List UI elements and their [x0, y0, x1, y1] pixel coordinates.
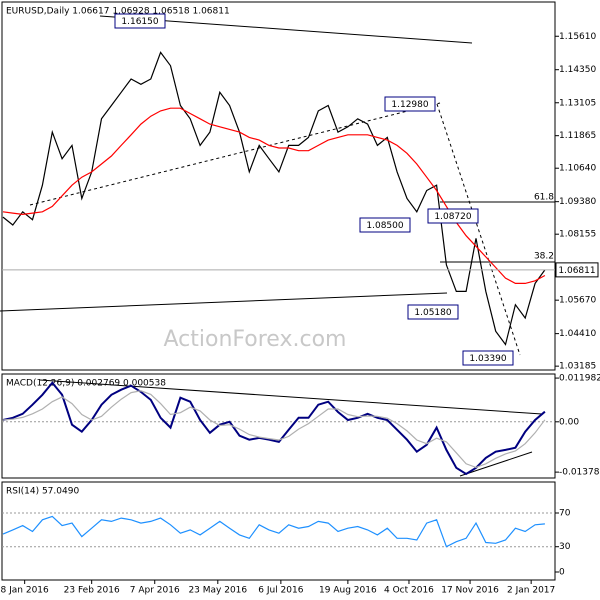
- annotation: 1.03390: [469, 354, 506, 364]
- trend-line: [29, 102, 441, 206]
- x-tick-label: 23 May 2016: [188, 586, 247, 596]
- y-tick-label: 70: [559, 509, 571, 519]
- trend-line: [39, 379, 543, 415]
- annotation-box: [427, 208, 479, 224]
- y-tick-label: 1.03185: [559, 362, 596, 372]
- series-line: [2, 515, 545, 548]
- trend-line: [0, 292, 448, 312]
- panel-frame: [1, 373, 556, 479]
- annotation-box: [384, 96, 436, 112]
- last-price-label: 1.06811: [558, 266, 595, 276]
- watermark: ActionForex.com: [164, 327, 347, 352]
- annotation-box: [114, 13, 166, 29]
- x-tick-label: 2 Jan 2017: [507, 586, 555, 596]
- y-tick-label: 1.10640: [559, 164, 596, 174]
- series-line: [2, 390, 546, 469]
- panel-frame: [1, 481, 556, 581]
- annotation-box: [462, 350, 514, 366]
- y-tick-label: 1.14350: [559, 65, 596, 75]
- annotation: 1.05180: [414, 308, 451, 318]
- y-tick-label: 0.011982: [559, 374, 600, 384]
- fib-label: 61.8: [534, 193, 554, 203]
- x-tick-label: 17 Nov 2016: [441, 586, 499, 596]
- annotation-box: [407, 304, 459, 320]
- y-tick-label: -0.013788: [559, 468, 600, 478]
- last-price-box: [555, 262, 599, 278]
- x-tick-label: 8 Jan 2016: [1, 586, 49, 596]
- annotation: 1.12980: [391, 100, 428, 110]
- y-tick-label: 1.09380: [559, 197, 596, 207]
- annotation: 1.16150: [121, 17, 158, 27]
- panel-title: RSI(14) 57.0490: [6, 487, 79, 497]
- x-tick-label: 6 Jul 2016: [258, 586, 303, 596]
- x-tick-label: 19 Aug 2016: [319, 586, 377, 596]
- y-tick-label: 1.08155: [559, 230, 596, 240]
- y-tick-label: 1.11865: [559, 131, 596, 141]
- trend-line: [459, 451, 533, 477]
- y-tick-label: 1.13105: [559, 98, 596, 108]
- x-tick-label: 23 Feb 2016: [64, 586, 120, 596]
- series-line: [2, 51, 546, 346]
- y-tick-label: 0.00: [559, 417, 579, 427]
- y-tick-label: 1.15610: [559, 32, 596, 42]
- y-tick-label: 1.05670: [559, 296, 596, 306]
- y-tick-label: 1.04410: [559, 329, 596, 339]
- annotation-box: [359, 217, 411, 233]
- fib-line: [436, 103, 521, 356]
- panel-title: MACD(12,26,9) 0.002769 0.000538: [6, 379, 166, 389]
- y-tick-label: 30: [559, 542, 571, 552]
- x-tick-label: 7 Apr 2016: [130, 586, 180, 596]
- annotation: 1.08500: [366, 221, 403, 231]
- series-line: [2, 381, 546, 476]
- annotation: 1.08720: [434, 212, 471, 222]
- y-tick-label: 0: [559, 567, 565, 577]
- x-tick-label: 4 Oct 2016: [384, 586, 434, 596]
- panel-title: EURUSD,Daily 1.06617 1.06928 1.06518 1.0…: [6, 7, 230, 17]
- fib-label: 38.2: [534, 252, 554, 262]
- panel-frame: [1, 1, 556, 371]
